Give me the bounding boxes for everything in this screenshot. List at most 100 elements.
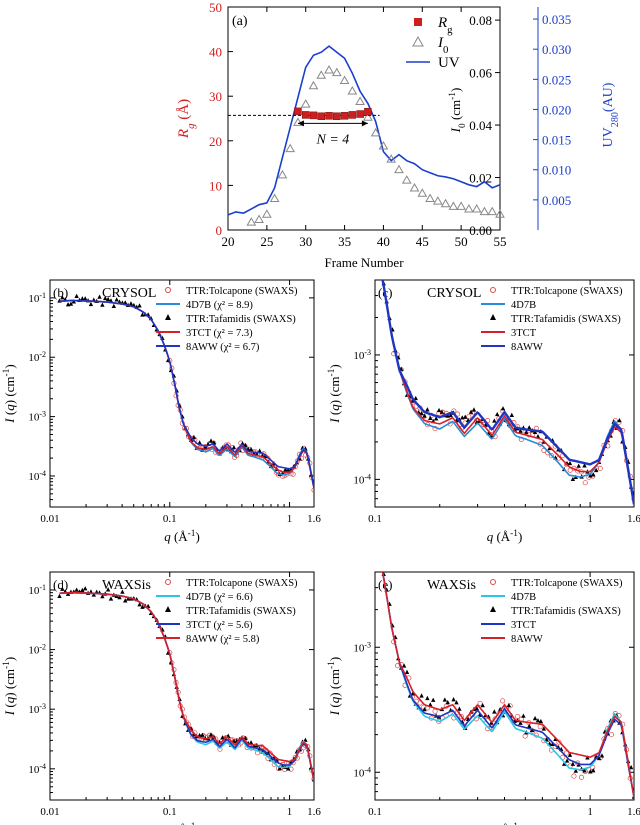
legend-label: 3TCT (χ² = 5.6)	[186, 620, 253, 631]
x-tick-label: 40	[377, 234, 390, 249]
y-right-tick-label: 0.030	[542, 42, 571, 57]
i0-point	[254, 214, 264, 224]
i0-point	[331, 67, 342, 77]
y-axis-label: I (q) (cm-1)	[327, 657, 342, 716]
tafamidis-point	[518, 428, 523, 433]
tafamidis-point	[74, 293, 79, 299]
tafamidis-point	[457, 706, 462, 711]
tolcapone-point	[500, 698, 506, 704]
data-layer	[57, 293, 314, 493]
method-label: CRYSOL	[427, 286, 481, 301]
i0-point	[471, 204, 482, 213]
plot-frame	[227, 6, 501, 231]
i0-point	[464, 204, 474, 213]
rg-point	[294, 107, 302, 116]
y-tick-label: 10-3	[353, 640, 371, 655]
i0-point	[293, 117, 303, 126]
tafamidis-point	[448, 412, 453, 418]
rg-point	[309, 111, 318, 120]
rg-point	[317, 112, 326, 121]
tafamidis-point	[550, 741, 555, 747]
model-curve-4D7B	[381, 572, 634, 798]
x-tick-label: 1	[287, 513, 293, 525]
i0-point	[386, 154, 397, 163]
tafamidis-point	[596, 755, 602, 761]
tafamidis-point	[404, 669, 410, 674]
i0-point	[487, 206, 498, 216]
data-layer	[57, 586, 314, 782]
y-mid-tick-label: 0.04	[469, 118, 492, 133]
tolcapone-point	[522, 733, 528, 739]
x-tick-label: 35	[338, 234, 351, 249]
tafamidis-point	[535, 718, 541, 723]
method-label: WAXSis	[102, 578, 151, 593]
tafamidis-point	[582, 768, 587, 773]
tafamidis-point	[65, 591, 71, 596]
tafamidis-point	[544, 737, 549, 742]
tolcapone-point	[578, 774, 584, 780]
i0-point	[308, 80, 319, 90]
arrow-head-left	[297, 120, 304, 127]
x-axis-label: q (Å-1)	[164, 822, 200, 825]
x-tick-label: 1	[287, 806, 293, 818]
panel-tag: (d)	[53, 577, 68, 592]
plot-frame	[49, 571, 315, 801]
legend-label: TTR:Tafamidis (SWAXS)	[511, 314, 621, 325]
tafamidis-point	[257, 448, 262, 453]
tafamidis-point	[123, 300, 128, 305]
tafamidis-point	[561, 761, 567, 766]
legend-marker	[165, 606, 171, 612]
tafamidis-point	[471, 407, 477, 412]
y-mid-tick-label: 0.02	[469, 171, 492, 186]
i0-point	[246, 217, 257, 226]
y-right-tick-label: 0.005	[542, 193, 571, 208]
tafamidis-point	[567, 460, 573, 466]
n-annotation: N = 4	[316, 132, 350, 147]
tafamidis-point	[538, 718, 544, 724]
i0-point	[370, 127, 381, 137]
legend-marker	[490, 287, 496, 293]
tolcapone-point	[290, 471, 296, 477]
x-tick-label: 1	[587, 806, 593, 818]
rg-point	[356, 110, 364, 118]
tafamidis-point	[120, 589, 125, 594]
tafamidis-point	[114, 297, 119, 302]
tafamidis-point	[60, 586, 65, 591]
y-right-tick-label: 0.015	[542, 133, 571, 148]
i0-point	[277, 169, 288, 179]
tafamidis-point	[436, 407, 442, 413]
tafamidis-point	[428, 415, 433, 420]
panel-tag: (b)	[53, 285, 68, 300]
tafamidis-point	[80, 587, 85, 593]
x-tick-label: 0.1	[368, 513, 382, 525]
tafamidis-point	[468, 409, 474, 414]
uv-series-line	[227, 45, 501, 216]
tafamidis-point	[413, 395, 418, 401]
tafamidis-point	[283, 467, 288, 472]
i0-point	[355, 96, 365, 105]
tafamidis-point	[617, 417, 622, 423]
panel-tag: (a)	[232, 14, 248, 29]
rg-point	[364, 108, 372, 116]
tafamidis-point	[103, 295, 108, 301]
x-tick-label: 50	[455, 234, 468, 249]
legend-label: TTR:Tolcapone (SWAXS)	[511, 578, 623, 589]
tafamidis-point	[100, 302, 105, 307]
tafamidis-point	[628, 764, 634, 770]
tolcapone-point	[571, 773, 577, 779]
tafamidis-point	[140, 604, 145, 609]
tafamidis-point	[495, 411, 500, 417]
tafamidis-point	[220, 735, 225, 740]
legend-marker	[490, 314, 496, 320]
y-mid-tick-label: 0.06	[469, 66, 492, 81]
y-tick-label: 10-4	[353, 765, 371, 780]
panel-e: 0.111.610-410-3q (Å-1)I (q) (cm-1)(e)WAX…	[327, 571, 640, 825]
tafamidis-point	[231, 444, 237, 450]
tafamidis-point	[524, 429, 529, 435]
tafamidis-point	[431, 697, 436, 702]
tafamidis-point	[208, 732, 214, 737]
x-axis-label: q (Å-1)	[487, 822, 523, 825]
legend-label: TTR:Tolcapone (SWAXS)	[186, 578, 298, 589]
tolcapone-point	[477, 700, 483, 706]
